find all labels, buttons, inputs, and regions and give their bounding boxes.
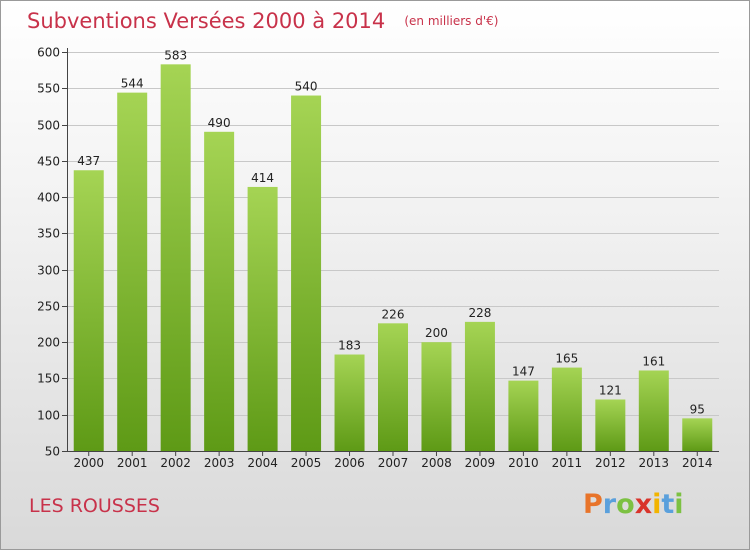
data-label: 161 [642,354,665,368]
logo-letter: i [674,489,684,520]
y-tick-label: 200 [37,336,60,350]
bar[interactable] [551,367,582,451]
bar[interactable] [682,418,713,451]
data-label: 490 [208,116,231,130]
data-label: 437 [77,154,100,168]
bar[interactable] [334,354,365,451]
y-tick-label: 400 [37,191,60,205]
data-label: 583 [164,48,187,62]
y-tick-label: 250 [37,300,60,314]
commune-name: LES ROUSSES [29,495,160,517]
chart-subtitle: (en milliers d'€) [404,14,499,28]
data-label: 147 [512,365,535,379]
bar[interactable] [291,95,322,451]
data-label: 165 [555,352,578,366]
title-row: Subventions Versées 2000 à 2014 (en mill… [27,9,498,33]
x-tick-label: 2000 [73,456,104,470]
bar[interactable] [508,380,539,451]
y-tick-label: 150 [37,372,60,386]
y-tick-label: 100 [37,409,60,423]
x-tick-label: 2014 [682,456,713,470]
data-label: 95 [690,402,705,416]
x-tick-label: 2010 [508,456,539,470]
y-tick-label: 50 [45,445,60,459]
y-tick-label: 500 [37,119,60,133]
y-tick-label: 550 [37,82,60,96]
logo-letter: o [616,489,635,520]
x-tick-label: 2006 [334,456,365,470]
data-label: 540 [295,80,318,94]
data-label: 228 [468,306,491,320]
data-label: 414 [251,171,274,185]
x-tick-label: 2007 [378,456,409,470]
x-tick-label: 2012 [595,456,626,470]
data-label: 544 [121,77,144,91]
bar[interactable] [464,321,495,451]
bar[interactable] [117,92,148,451]
bar[interactable] [638,370,669,451]
logo-letter: t [661,489,675,520]
x-tick-label: 2004 [247,456,278,470]
y-tick-label: 600 [37,46,60,60]
bar[interactable] [160,64,191,451]
bar[interactable] [421,342,452,451]
y-tick-label: 450 [37,155,60,169]
data-label: 121 [599,383,622,397]
logo-letter: x [634,489,653,520]
data-label: 200 [425,326,448,340]
bar[interactable] [378,323,408,451]
x-tick-label: 2003 [204,456,235,470]
bar[interactable] [595,399,626,451]
x-tick-label: 2013 [639,456,670,470]
data-label: 183 [338,339,361,353]
bar[interactable] [73,170,104,451]
x-tick-label: 2011 [552,456,583,470]
bar[interactable] [247,186,278,451]
y-tick-label: 300 [37,264,60,278]
proxiti-logo[interactable]: Proxiti [583,489,684,520]
data-label: 226 [382,307,405,321]
y-tick-label: 350 [37,227,60,241]
logo-letter: r [602,489,617,520]
x-tick-label: 2001 [117,456,148,470]
chart-title: Subventions Versées 2000 à 2014 [27,9,386,33]
x-tick-label: 2002 [160,456,191,470]
bar[interactable] [204,131,235,452]
x-tick-label: 2005 [291,456,322,470]
logo-letter: i [652,489,662,520]
logo-letter: P [583,489,603,520]
x-tick-label: 2009 [465,456,496,470]
x-tick-label: 2008 [421,456,452,470]
